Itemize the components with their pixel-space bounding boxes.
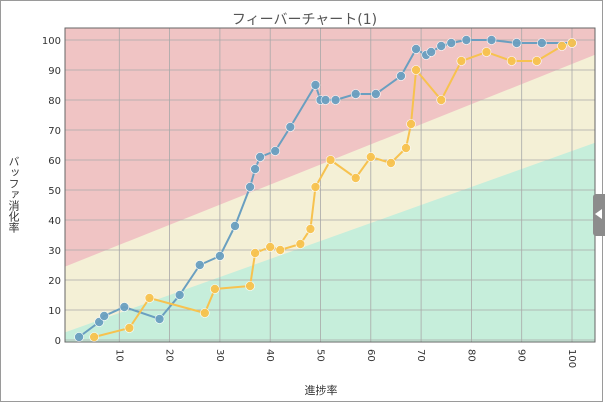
series-1-point	[411, 44, 421, 54]
x-tick-label: 10	[113, 349, 124, 362]
y-tick-label: 50	[48, 186, 61, 197]
plot-border	[64, 27, 596, 343]
series-1-point	[511, 38, 522, 48]
y-tick-label: 100	[42, 36, 61, 47]
series-1-point	[461, 35, 472, 45]
series-2-point	[456, 56, 467, 66]
series-2-point	[210, 284, 220, 294]
x-tick-label: 20	[164, 349, 175, 362]
series-2-point	[200, 308, 210, 318]
series-2-point	[411, 65, 421, 75]
series-1-point	[330, 95, 341, 105]
y-axis-label: バッファ消化率	[7, 156, 20, 233]
series-1-point	[174, 290, 185, 300]
series-2-point	[89, 332, 99, 342]
series-1-point	[74, 332, 84, 342]
chart-title: フィーバーチャート(1)	[231, 12, 378, 28]
series-1-point	[350, 89, 361, 99]
zone-red	[65, 28, 595, 267]
series-2-point	[436, 95, 447, 105]
series-2-point	[124, 323, 135, 333]
series-1-point	[446, 38, 457, 48]
y-tick-label: 0	[55, 336, 61, 347]
series-2-point	[406, 119, 416, 129]
zone-green	[65, 142, 595, 342]
series-2-point	[386, 158, 396, 168]
y-tick-label: 40	[48, 216, 61, 227]
series-1-point	[436, 41, 447, 51]
x-tick-label: 60	[365, 349, 376, 362]
y-tick-label: 30	[48, 246, 61, 257]
x-axis-label: 進捗率	[304, 384, 338, 397]
arrow-left-icon	[595, 209, 602, 219]
series-2-point	[531, 56, 542, 66]
series-1-point	[255, 152, 265, 162]
series-1-point	[230, 221, 240, 231]
series-1-point	[426, 47, 436, 57]
series-1-point	[537, 38, 547, 48]
series-1-point	[215, 251, 225, 261]
series-2-point	[325, 155, 336, 165]
x-tick-label: 80	[465, 349, 476, 362]
series-1-point	[194, 260, 205, 270]
x-tick-label: 50	[315, 349, 326, 362]
series-1-point	[371, 89, 381, 99]
y-tick-label: 60	[48, 156, 61, 167]
series-1-point	[310, 80, 321, 90]
x-tick-label: 40	[264, 349, 275, 362]
series-2-point	[350, 173, 361, 183]
series-2-point	[310, 182, 321, 192]
series-2-point	[144, 293, 155, 303]
series-1-point	[285, 122, 296, 132]
series-1-point	[99, 311, 110, 321]
series-2-point	[245, 281, 255, 291]
series-2-point	[305, 224, 316, 234]
side-panel-toggle-button[interactable]	[593, 194, 605, 236]
y-tick-label: 80	[48, 96, 61, 107]
x-tick-label: 30	[214, 349, 225, 362]
y-tick-label: 20	[48, 276, 61, 287]
series-1-point	[250, 164, 260, 174]
series-2-point	[365, 152, 376, 162]
series-1-point	[245, 182, 255, 192]
series-1-point	[396, 71, 406, 81]
x-tick-label: 70	[415, 349, 426, 362]
series-1-point	[154, 314, 165, 324]
series-1-point	[320, 95, 331, 105]
y-tick-label: 90	[48, 66, 61, 77]
series-2-point	[275, 245, 286, 255]
series-2-point	[265, 242, 276, 252]
y-tick-label: 70	[48, 126, 61, 137]
series-2-point	[557, 41, 567, 51]
series-2-point	[401, 143, 411, 153]
series-2-point	[506, 56, 517, 66]
series-1-point	[119, 302, 130, 312]
x-tick-label: 90	[516, 349, 527, 362]
x-tick-label: 100	[566, 349, 577, 368]
series-2-point	[481, 47, 492, 57]
series-2-point	[567, 38, 577, 48]
series-2-point	[250, 248, 260, 258]
series-1-point	[486, 35, 497, 45]
series-1-point	[270, 146, 281, 156]
y-tick-label: 10	[48, 306, 61, 317]
series-2-point	[295, 239, 306, 249]
